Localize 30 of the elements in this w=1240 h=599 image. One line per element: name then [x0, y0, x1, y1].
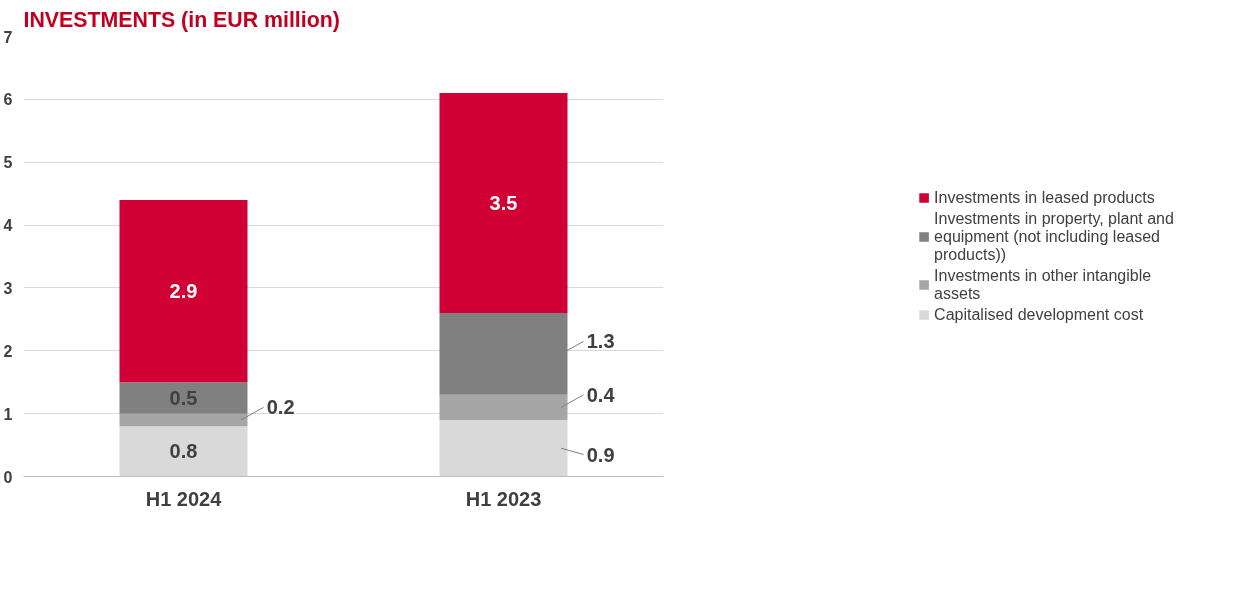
y-tick-label: 5	[3, 154, 13, 172]
y-tick-label: 0	[3, 468, 13, 486]
bar	[119, 413, 248, 427]
y-tick-label: 1	[3, 405, 13, 423]
data-label: 0.4	[586, 383, 616, 406]
data-label: 2.9	[169, 280, 198, 303]
bar	[119, 199, 248, 383]
y-tick-label: 6	[3, 91, 13, 109]
data-label: 3.5	[489, 192, 518, 215]
data-label: 0.5	[169, 386, 198, 409]
bar	[119, 382, 248, 414]
y-tick-label: 7	[3, 28, 13, 46]
x-tick-label: H1 2023	[465, 487, 542, 510]
y-tick-label: 2	[3, 342, 13, 360]
legend-label: Investments in leased products	[934, 188, 1155, 207]
bar	[439, 394, 568, 420]
chart-title: INVESTMENTS (in EUR million)	[23, 7, 340, 32]
legend-label: Investments in property, plant and equipment (not including leased products))	[934, 209, 1174, 264]
bar	[439, 419, 568, 477]
legend-label: Capitalised development cost	[934, 305, 1144, 324]
data-label: 0.2	[266, 396, 295, 419]
data-label: 0.9	[586, 443, 615, 466]
data-label: 0.8	[169, 440, 198, 463]
y-tick-label: 4	[3, 217, 13, 235]
legend-label: Investments in other intangible assets	[934, 266, 1152, 303]
bar	[439, 93, 568, 314]
data-label: 1.3	[586, 330, 615, 353]
x-tick-label: H1 2024	[145, 487, 223, 510]
bar	[119, 426, 248, 477]
y-tick-label: 3	[3, 279, 13, 297]
